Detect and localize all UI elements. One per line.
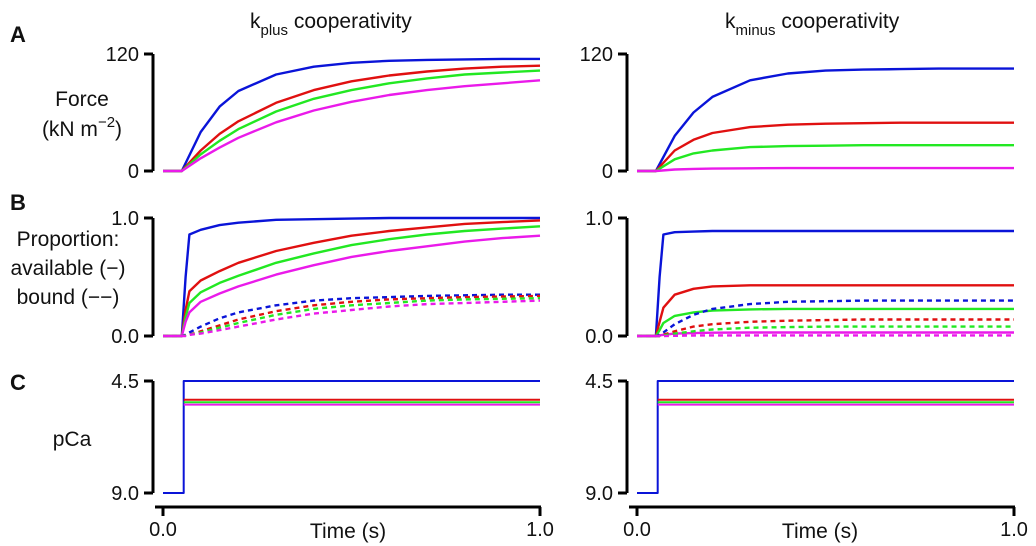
series-line-b-kplus-7-dashed bbox=[163, 299, 541, 338]
series-line-b-kminus-6-dashed bbox=[637, 325, 1014, 338]
series-line-b-kminus-0 bbox=[637, 229, 1014, 338]
force-label-exponent: −2 bbox=[98, 114, 115, 131]
force-label-close: ) bbox=[115, 118, 122, 141]
panel-a-kplus: 0 120 bbox=[106, 44, 541, 183]
series-line-a-kminus-2 bbox=[637, 144, 1014, 173]
plot-area: 0 120 0 120 0.0 1.0 0.0 1.0 9.0 4.5 0.0 1.0 9.0 4.5 0.… bbox=[106, 44, 1028, 541]
column-title-kminus-sub: minus bbox=[736, 22, 776, 39]
series-line-c-kplus-0 bbox=[163, 380, 540, 494]
series-line-b-kminus-5-dashed bbox=[637, 318, 1014, 338]
x-tick-label-kplus-1: 1.0 bbox=[526, 519, 554, 541]
y-tick-label-c-kminus-1: 4.5 bbox=[585, 371, 613, 393]
y-tick-label-a-kplus-1: 120 bbox=[106, 44, 139, 66]
series-line-b-kplus-2 bbox=[163, 225, 541, 338]
y-tick-label-c-kminus-0: 9.0 bbox=[585, 483, 613, 505]
column-title-kminus-rest: cooperativity bbox=[776, 10, 900, 33]
y-tick-label-a-kminus-0: 0 bbox=[602, 161, 613, 183]
series-line-b-kminus-4-dashed bbox=[637, 299, 1014, 338]
y-tick-label-b-kminus-1: 1.0 bbox=[585, 208, 613, 230]
proportion-label-line2: available (−) bbox=[11, 257, 126, 280]
y-tick-label-a-kplus-0: 0 bbox=[128, 161, 139, 183]
series-line-b-kplus-6-dashed bbox=[163, 297, 541, 338]
panel-c-kplus: 9.0 4.5 0.0 1.0 bbox=[111, 371, 554, 541]
x-tick-label-kplus-0: 0.0 bbox=[149, 519, 177, 541]
y-tick-label-b-kplus-1: 1.0 bbox=[111, 208, 139, 230]
series-line-a-kplus-1 bbox=[163, 64, 541, 173]
series-line-a-kplus-2 bbox=[163, 69, 541, 173]
panel-c-kminus: 9.0 4.5 0.0 1.0 bbox=[585, 371, 1028, 541]
y-tick-label-a-kminus-1: 120 bbox=[580, 44, 613, 66]
pca-label: pCa bbox=[53, 428, 92, 451]
force-label-line2: (kN m−2) bbox=[42, 114, 122, 141]
series-line-b-kplus-4-dashed bbox=[163, 293, 540, 338]
series-line-a-kminus-1 bbox=[637, 121, 1014, 173]
column-title-kminus-main: k bbox=[725, 10, 736, 33]
series-line-b-kminus-7-dashed bbox=[637, 334, 1014, 338]
proportion-label-line1: Proportion: bbox=[17, 228, 120, 251]
series-line-a-kplus-0 bbox=[163, 57, 540, 173]
proportion-label-line3: bound (−−) bbox=[17, 286, 120, 309]
series-line-b-kplus-0 bbox=[163, 216, 540, 338]
series-line-b-kminus-3 bbox=[637, 331, 1014, 338]
series-line-b-kminus-1 bbox=[637, 284, 1014, 338]
column-title-kplus-sub: plus bbox=[261, 22, 289, 39]
force-label-line1: Force bbox=[55, 88, 109, 111]
x-tick-label-kminus-1: 1.0 bbox=[1000, 519, 1028, 541]
series-line-a-kminus-0 bbox=[637, 67, 1014, 173]
panel-letter-b: B bbox=[10, 190, 26, 215]
panel-letter-a: A bbox=[10, 22, 26, 47]
force-label-unit: (kN m bbox=[42, 118, 98, 141]
series-line-b-kminus-2 bbox=[637, 307, 1014, 338]
column-title-kplus: kplus cooperativity bbox=[250, 10, 412, 39]
x-tick-label-kminus-0: 0.0 bbox=[623, 519, 651, 541]
column-title-kminus: kminus cooperativity bbox=[725, 10, 900, 39]
series-line-a-kminus-3 bbox=[637, 166, 1014, 173]
panel-b-kplus: 0.0 1.0 bbox=[111, 208, 541, 348]
x-axis-title-left: Time (s) bbox=[310, 520, 386, 543]
y-tick-label-c-kplus-1: 4.5 bbox=[111, 371, 139, 393]
column-title-kplus-rest: cooperativity bbox=[288, 10, 412, 33]
column-title-kplus-main: k bbox=[250, 10, 261, 33]
y-tick-label-b-kminus-0: 0.0 bbox=[585, 326, 613, 348]
series-line-c-kminus-0 bbox=[637, 380, 1014, 494]
series-line-b-kplus-3 bbox=[163, 234, 541, 338]
series-line-b-kplus-1 bbox=[163, 219, 541, 338]
x-axis-title-right: Time (s) bbox=[782, 520, 858, 543]
y-tick-label-b-kplus-0: 0.0 bbox=[111, 326, 139, 348]
series-line-a-kplus-3 bbox=[163, 79, 541, 173]
panel-letter-c: C bbox=[10, 370, 26, 395]
panel-a-kminus: 0 120 bbox=[580, 44, 1014, 183]
y-tick-label-c-kplus-0: 9.0 bbox=[111, 483, 139, 505]
panel-b-kminus: 0.0 1.0 bbox=[585, 208, 1014, 348]
